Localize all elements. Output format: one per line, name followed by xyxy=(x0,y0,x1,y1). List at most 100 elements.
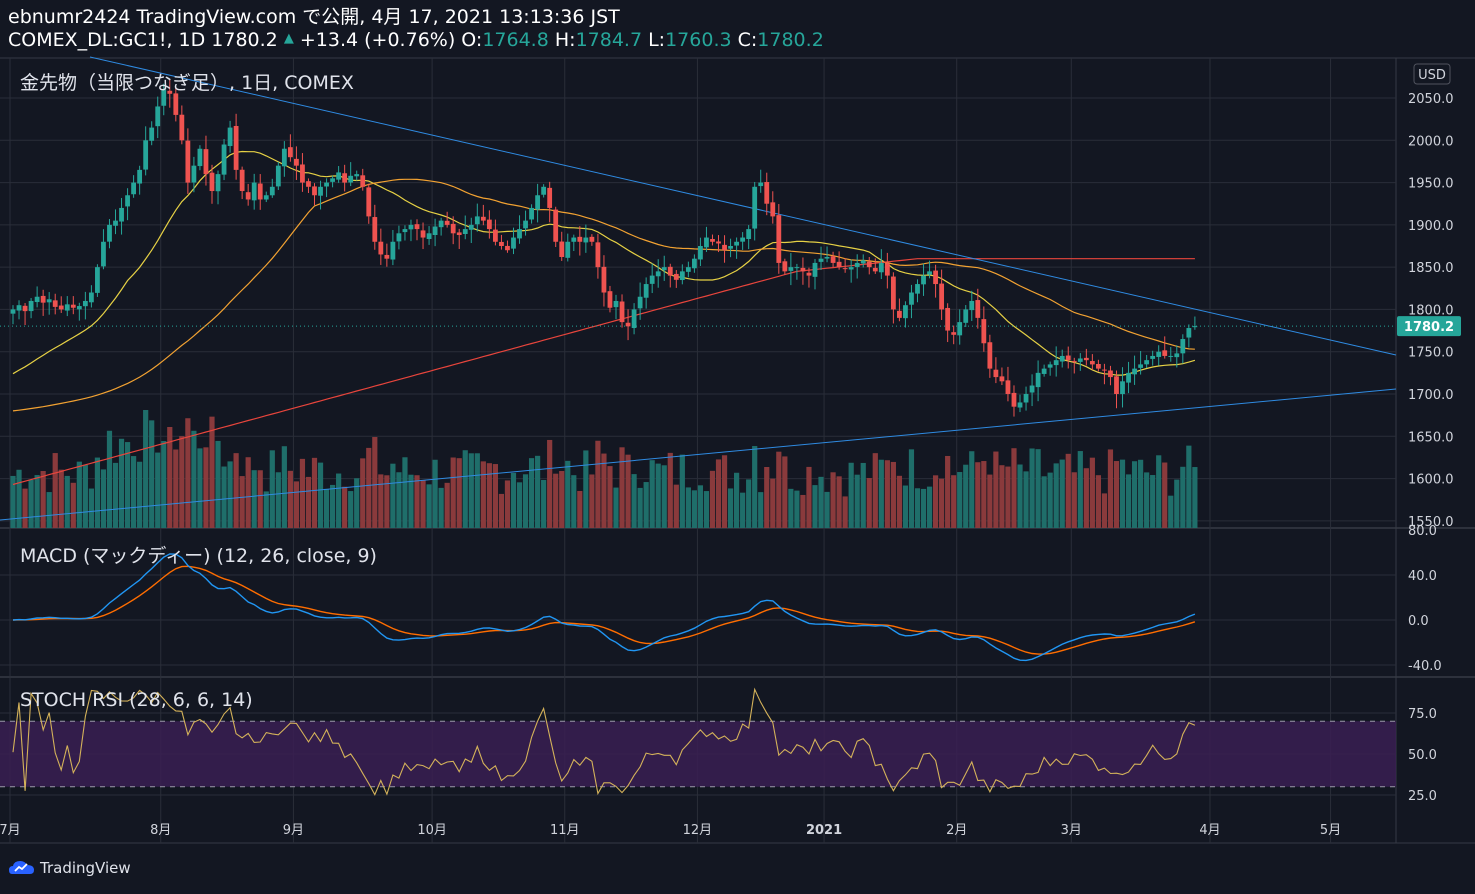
volume-bar xyxy=(1011,448,1017,528)
price-tick-label: 1650.0 xyxy=(1408,430,1454,445)
time-tick-label: 9月 xyxy=(283,823,304,838)
volume-bar xyxy=(939,478,945,528)
volume-bar xyxy=(420,480,426,528)
candle-body xyxy=(499,241,504,246)
stoch-rsi-pane[interactable] xyxy=(0,687,1396,796)
volume-bar xyxy=(848,462,854,528)
volume-bar xyxy=(456,458,462,528)
candle-body xyxy=(354,174,360,177)
candle-body xyxy=(571,237,577,242)
trendlines xyxy=(0,56,1397,521)
volume-bar xyxy=(908,449,915,528)
candle-body xyxy=(535,195,541,210)
volume-bar xyxy=(317,462,324,528)
volume-bar xyxy=(432,459,438,528)
volume-bar xyxy=(1077,451,1083,528)
volume-bar xyxy=(468,453,474,528)
candle-body xyxy=(903,305,908,319)
candlesticks[interactable] xyxy=(10,79,1198,417)
macd-pane[interactable] xyxy=(12,553,1196,662)
volume-bar xyxy=(565,460,571,528)
candle-body xyxy=(1089,361,1095,365)
volume-bar xyxy=(667,452,673,528)
candle-body xyxy=(318,186,323,196)
volume-bar xyxy=(884,460,890,528)
candle-body xyxy=(505,245,510,251)
candle-body xyxy=(987,342,993,369)
candle-body xyxy=(420,230,426,238)
candle-body xyxy=(866,261,872,268)
volume-bar xyxy=(311,457,318,528)
candle-body xyxy=(101,241,106,267)
candle-body xyxy=(82,300,88,307)
candle-body xyxy=(589,236,595,242)
candle-body xyxy=(1065,355,1071,361)
volume-bar xyxy=(926,486,933,528)
candle-body xyxy=(884,263,890,276)
candle-body xyxy=(1053,360,1059,366)
candle-body xyxy=(1174,353,1180,358)
candle-body xyxy=(782,261,788,272)
volume-bar xyxy=(969,451,975,528)
volume-bar xyxy=(215,440,221,528)
candle-body xyxy=(890,276,896,310)
candle-body xyxy=(10,309,16,314)
volume-bar xyxy=(100,469,107,528)
candle-body xyxy=(909,292,914,305)
candle-body xyxy=(426,233,432,240)
candle-body xyxy=(643,284,649,298)
volume-bar xyxy=(209,416,215,528)
volume-bar xyxy=(625,454,631,528)
volume-bar xyxy=(64,475,70,528)
candle-body xyxy=(1186,328,1192,338)
candle-body xyxy=(740,237,746,242)
candle-body xyxy=(818,258,824,262)
candle-body xyxy=(559,241,565,257)
volume-bar xyxy=(1168,495,1174,528)
volume-bar xyxy=(58,469,64,528)
candle-body xyxy=(1083,357,1089,361)
candle-body xyxy=(1114,376,1119,394)
volume-bar xyxy=(1041,476,1047,528)
candle-body xyxy=(378,241,384,255)
volume-bar xyxy=(1101,493,1108,528)
candle-body xyxy=(233,125,239,170)
volume-bar xyxy=(1107,449,1114,528)
volume-bar xyxy=(577,490,583,528)
candle-body xyxy=(547,187,553,208)
candle-body xyxy=(474,216,480,225)
candle-body xyxy=(1011,392,1017,407)
volume-bar xyxy=(1065,453,1071,528)
volume-bar xyxy=(450,457,456,528)
candle-body xyxy=(619,301,625,323)
volume-bar xyxy=(1144,472,1150,528)
volume-bar xyxy=(715,459,722,528)
volume-bar xyxy=(1156,455,1162,528)
volume-bar xyxy=(1071,472,1077,528)
candle-body xyxy=(330,178,335,182)
tradingview-logo[interactable]: TradingView xyxy=(8,858,131,878)
candle-body xyxy=(788,267,794,271)
volume-bar xyxy=(137,461,143,528)
price-axis[interactable]: 2050.0 2000.0 1950.0 1900.0 1850.0 1800.0 1750… xyxy=(1397,63,1461,804)
volume-bar xyxy=(414,475,420,528)
time-axis[interactable]: 7月 8月 9月 10月 11月 12月 2021 2月 3月 4月 5月 xyxy=(0,823,1341,838)
candle-body xyxy=(1047,364,1053,368)
candle-body xyxy=(661,267,667,271)
volume-bar xyxy=(1083,468,1089,528)
volume-bar xyxy=(619,447,625,528)
volume-bar xyxy=(82,464,88,528)
candle-body xyxy=(432,226,438,236)
volume-bar xyxy=(999,465,1005,528)
volume-bar xyxy=(197,448,203,528)
candle-body xyxy=(722,244,727,251)
volume-bar xyxy=(203,447,209,528)
volume-bar xyxy=(920,488,927,528)
volume-bar xyxy=(329,484,336,528)
time-tick-label: 5月 xyxy=(1320,823,1341,838)
candle-body xyxy=(34,296,40,303)
candle-body xyxy=(872,267,878,272)
volume-bar xyxy=(963,464,969,528)
volume-bar xyxy=(299,458,306,528)
